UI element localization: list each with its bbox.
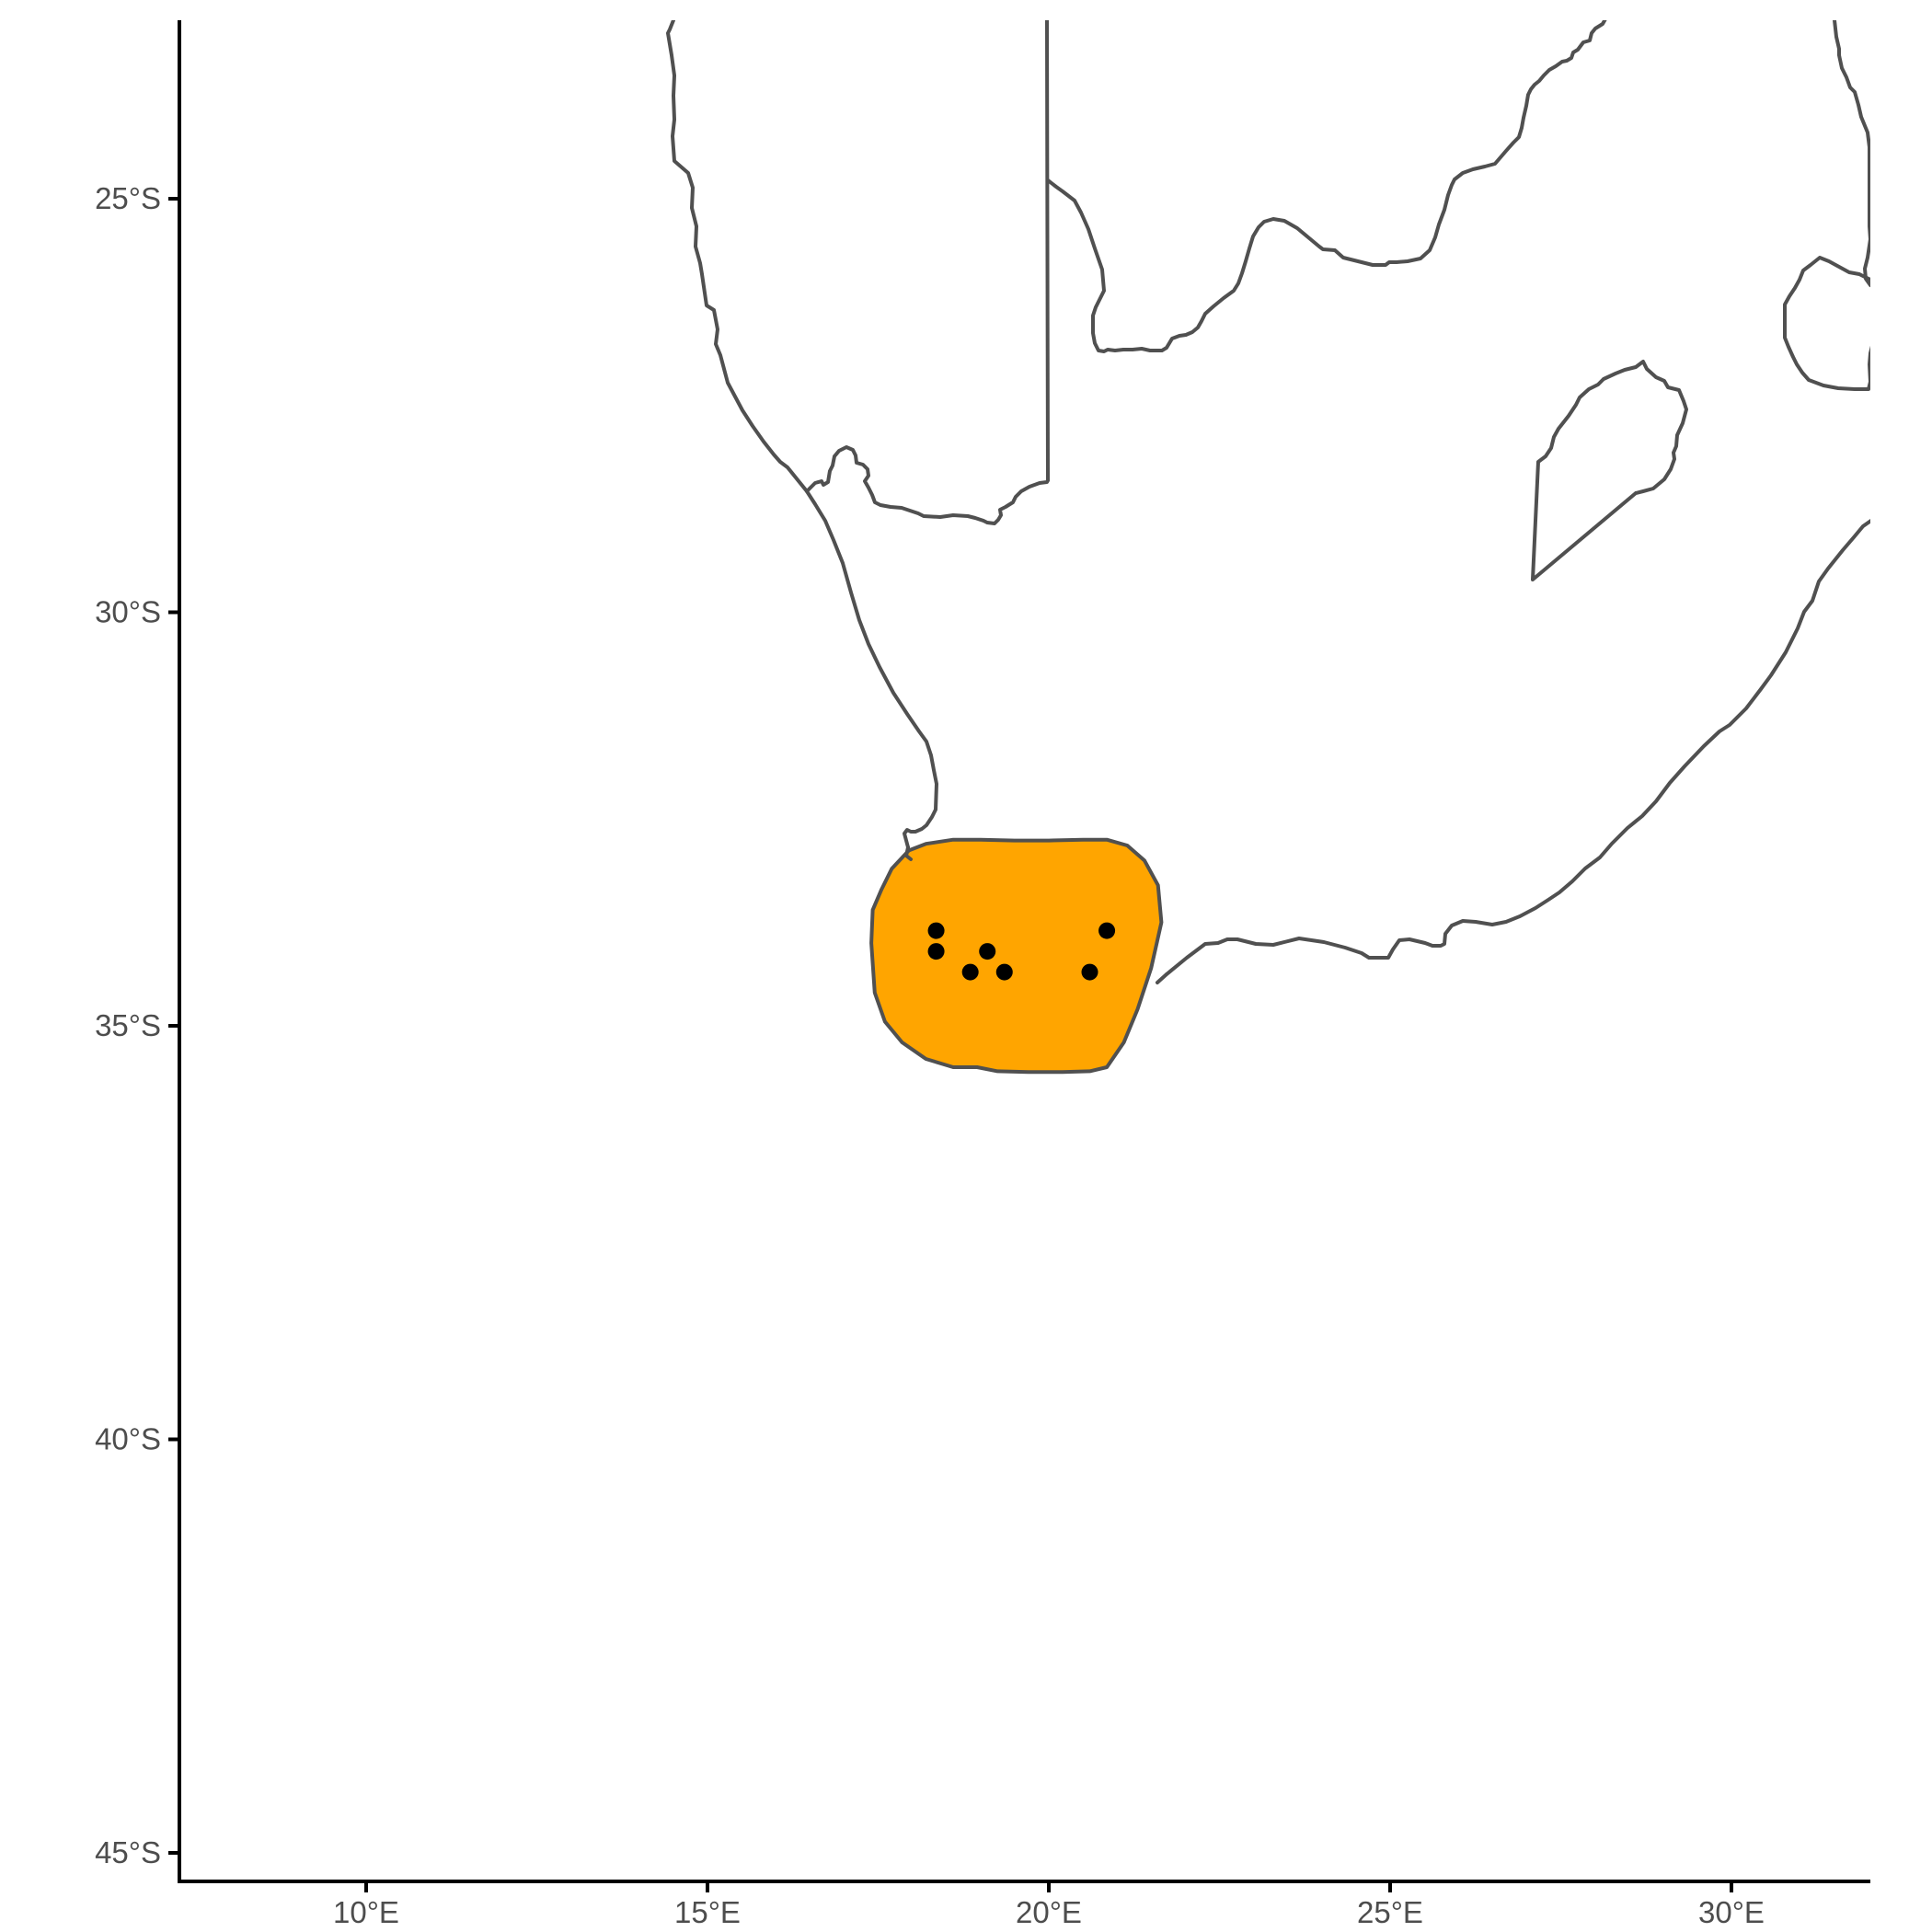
mozambique-south-africa-border — [1833, 20, 1870, 287]
country-borders — [666, 20, 1870, 1075]
occurrence-points — [927, 922, 1116, 981]
y-tick-label: 40°S — [95, 1422, 161, 1456]
x-tick-label: 30°E — [1698, 1895, 1765, 1929]
x-tick-label: 15°E — [674, 1895, 741, 1929]
occurrence-point — [927, 943, 945, 960]
occurrence-point — [979, 943, 996, 960]
y-axis-ticks: 25°S 30°S 35°S 40°S 45°S — [95, 181, 179, 1869]
y-tick-label: 35°S — [95, 1008, 161, 1042]
y-tick-label: 25°S — [95, 181, 161, 215]
south-africa-west-coastline — [805, 489, 938, 849]
axes: 10°E 15°E 20°E 25°E 30°E 25°S 30°S 35°S 40°S 45°… — [95, 20, 1870, 1929]
occurrence-point — [1098, 922, 1116, 939]
x-axis-ticks: 10°E 15°E 20°E 25°E 30°E — [333, 1881, 1765, 1929]
lesotho-border — [1531, 360, 1688, 581]
south-africa-south-coastline — [1165, 518, 1870, 976]
occurrence-point — [995, 963, 1013, 981]
agulhas-coastline-stub — [1156, 972, 1168, 984]
occurrence-point — [961, 963, 979, 981]
eswatini-border — [1783, 256, 1870, 391]
botswana-south-africa-border — [1046, 20, 1607, 353]
x-tick-label: 10°E — [333, 1895, 399, 1929]
distribution-range-polygon — [869, 837, 1164, 1075]
cape-coastline-stub — [904, 845, 913, 861]
x-tick-label: 20°E — [1016, 1895, 1082, 1929]
occurrence-point — [927, 922, 945, 939]
orange-river-border — [805, 445, 1050, 525]
y-tick-label: 45°S — [95, 1835, 161, 1869]
namibia-coastline — [666, 20, 809, 493]
y-tick-label: 30°S — [95, 595, 161, 629]
x-tick-label: 25°E — [1357, 1895, 1423, 1929]
namibia-botswana-border — [1045, 20, 1050, 482]
occurrence-point — [1081, 963, 1098, 981]
